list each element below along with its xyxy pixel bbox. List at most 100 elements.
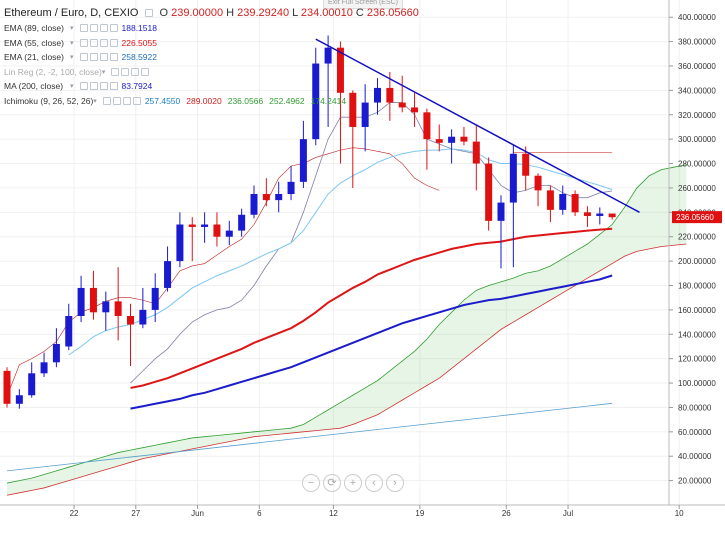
close-icon[interactable] (109, 38, 118, 47)
candle-body[interactable] (312, 63, 320, 140)
candle-body[interactable] (559, 194, 567, 210)
source-icon[interactable] (99, 82, 108, 91)
candle-body[interactable] (114, 301, 122, 316)
reset-icon[interactable]: ⟳ (323, 474, 341, 492)
candle-body[interactable] (65, 315, 73, 347)
candle-body[interactable] (15, 395, 23, 404)
symbol-title[interactable]: Ethereum / Euro, D, CEXIO (4, 6, 139, 19)
x-tick-label: 26 (502, 509, 511, 518)
candle-body[interactable] (127, 315, 134, 325)
candle-body[interactable] (40, 362, 48, 374)
source-icon[interactable] (99, 53, 108, 62)
dropdown-icon[interactable]: ▾ (70, 39, 74, 47)
source-icon[interactable] (99, 24, 108, 33)
settings-icon[interactable] (144, 8, 153, 17)
exit-fullscreen-button[interactable]: Exit Full Screen (ESC) (323, 0, 403, 9)
dropdown-icon[interactable]: ▾ (70, 25, 74, 33)
legend-label[interactable]: EMA (55, close) (4, 37, 64, 48)
candle-body[interactable] (250, 194, 258, 215)
descending-trendline[interactable] (315, 38, 640, 213)
candle-body[interactable] (608, 213, 616, 218)
candle-body[interactable] (299, 139, 307, 182)
source-icon[interactable] (122, 96, 131, 105)
candle-body[interactable] (497, 202, 505, 221)
y-tick-label: 20.00000 (678, 477, 712, 486)
candle-body[interactable] (164, 261, 172, 288)
candle-body[interactable] (213, 224, 221, 237)
candle-body[interactable] (176, 224, 184, 262)
dropdown-icon[interactable]: ▾ (70, 83, 74, 91)
dropdown-icon[interactable]: ▾ (70, 54, 74, 62)
dropdown-icon[interactable]: ▾ (101, 68, 106, 76)
candle-body[interactable] (398, 102, 406, 108)
candle-body[interactable] (583, 212, 591, 216)
candle-body[interactable] (349, 92, 357, 127)
candle-body[interactable] (596, 213, 604, 216)
legend-row: EMA (21, close) ▾ 258.5922 (4, 50, 419, 65)
legend-label[interactable]: Ichimoku (9, 26, 52, 26) (4, 95, 94, 106)
candle-body[interactable] (336, 47, 344, 93)
time-axis: 22 27 Jun 6 12 19 26 Jul 10 (70, 505, 684, 518)
visibility-icon[interactable] (111, 67, 120, 76)
candle-body[interactable] (201, 224, 209, 227)
candle-body[interactable] (361, 102, 369, 127)
scroll-right-icon[interactable]: › (386, 474, 404, 492)
visibility-icon[interactable] (79, 82, 88, 91)
zoom-out-icon[interactable]: − (302, 474, 320, 492)
settings-icon[interactable] (121, 67, 130, 76)
candle-body[interactable] (571, 194, 579, 213)
candle-body[interactable] (77, 287, 85, 316)
legend-label[interactable]: EMA (21, close) (4, 52, 64, 63)
visibility-icon[interactable] (79, 53, 88, 62)
close-icon[interactable] (109, 82, 118, 91)
close-icon[interactable] (132, 96, 141, 105)
candle-body[interactable] (485, 163, 493, 221)
close-icon[interactable] (109, 24, 118, 33)
candle-body[interactable] (151, 287, 159, 310)
candle-body[interactable] (275, 194, 283, 201)
dropdown-icon[interactable]: ▾ (93, 97, 97, 105)
settings-icon[interactable] (89, 53, 98, 62)
candle-body[interactable] (139, 309, 147, 325)
settings-icon[interactable] (112, 96, 121, 105)
settings-icon[interactable] (89, 82, 98, 91)
settings-icon[interactable] (89, 24, 98, 33)
candle-body[interactable] (324, 47, 332, 64)
visibility-icon[interactable] (79, 24, 88, 33)
candle-body[interactable] (386, 87, 394, 103)
visibility-icon[interactable] (79, 38, 88, 47)
candle-body[interactable] (28, 373, 36, 396)
candle-body[interactable] (460, 136, 468, 142)
candle-body[interactable] (89, 287, 97, 313)
candle-body[interactable] (472, 141, 480, 164)
candle-body[interactable] (102, 301, 110, 313)
candle-body[interactable] (546, 190, 554, 210)
candle-body[interactable] (534, 175, 542, 191)
scroll-left-icon[interactable]: ‹ (365, 474, 383, 492)
candle-body[interactable] (225, 230, 233, 237)
candle-body[interactable] (509, 153, 517, 203)
candle-body[interactable] (522, 153, 530, 176)
candle-body[interactable] (188, 224, 196, 227)
visibility-icon[interactable] (102, 96, 111, 105)
candle-body[interactable] (238, 214, 246, 231)
legend-label[interactable]: Lin Reg (2, -2, 100, close) (4, 66, 102, 77)
candle-body[interactable] (448, 136, 456, 143)
candle-body[interactable] (52, 344, 60, 363)
close-icon[interactable] (109, 53, 118, 62)
source-icon[interactable] (99, 38, 108, 47)
settings-icon[interactable] (89, 38, 98, 47)
zoom-in-icon[interactable]: + (344, 474, 362, 492)
candle-body[interactable] (423, 112, 431, 140)
candle-body[interactable] (262, 194, 270, 201)
candle-body[interactable] (374, 87, 381, 103)
source-icon[interactable] (131, 67, 140, 76)
legend-label[interactable]: EMA (89, close) (4, 23, 64, 34)
candle-body[interactable] (3, 370, 11, 404)
legend-label[interactable]: MA (200, close) (4, 81, 64, 92)
close-icon[interactable] (141, 67, 150, 76)
candle-body[interactable] (287, 181, 295, 195)
candle-body[interactable] (411, 107, 419, 113)
candle-body[interactable] (435, 139, 443, 143)
